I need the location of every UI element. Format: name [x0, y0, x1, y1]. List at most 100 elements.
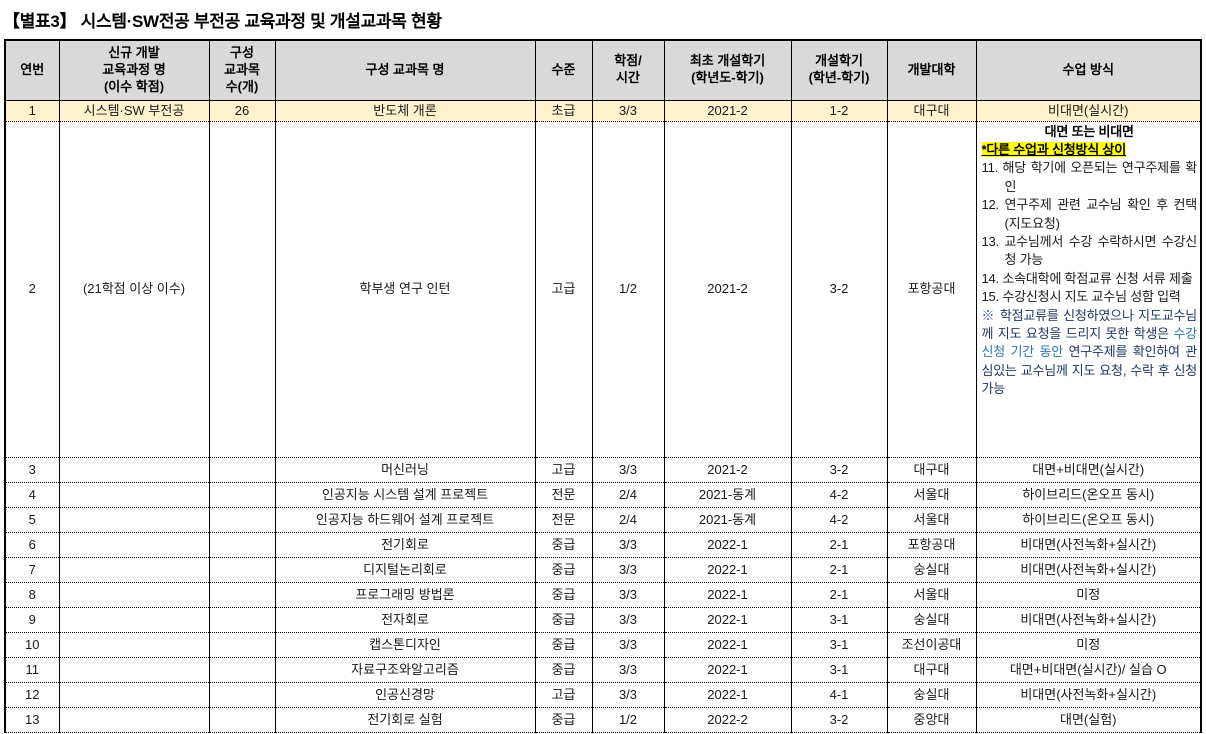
cell-program [58, 631, 210, 657]
cell-level: 전문 [534, 481, 593, 507]
cell-no: 9 [4, 606, 60, 632]
cell-course: 반도체 개론 [274, 99, 536, 121]
cell-course: 전기회로 [274, 531, 536, 557]
cell-method: 비대면(사전녹화+실시간) [975, 556, 1202, 582]
cell-univ: 숭실대 [886, 606, 977, 632]
table-row: 3 머신러닝 고급 3/3 2021-2 3-2 대구대 대면+비대면(실시간) [4, 456, 1202, 482]
cell-program [58, 681, 210, 707]
cell-no: 3 [4, 456, 60, 482]
cell-term: 3-2 [790, 706, 888, 732]
cell-method: 비대면(사전녹화+실시간) [975, 531, 1202, 557]
cell-course: 인공지능 하드웨어 설계 프로젝트 [274, 506, 536, 532]
cell-no: 6 [4, 531, 60, 557]
note-text-emphasis: 수강신청 기간 동안 [981, 325, 1198, 360]
cell-credit: 2/4 [591, 506, 665, 532]
cell-term: 2-1 [790, 531, 888, 557]
cell-count [208, 681, 276, 707]
cell-method: 비대면(사전녹화+실시간) [975, 681, 1202, 707]
table-row: 10 캡스톤디자인 중급 3/3 2022-1 3-1 조선이공대 미정 [4, 631, 1202, 657]
cell-univ: 서울대 [886, 581, 977, 607]
step-number: 15. [981, 289, 1000, 305]
cell-program: 시스템·SW 부전공 [58, 99, 210, 121]
cell-first-term: 2022-2 [663, 706, 792, 732]
cell-program [58, 506, 210, 532]
cell-no: 11 [4, 656, 60, 682]
cell-method: 대면+비대면(실시간) [975, 456, 1202, 482]
cell-level: 초급 [534, 99, 593, 121]
table-row: 6 전기회로 중급 3/3 2022-1 2-1 포항공대 비대면(사전녹화+실… [4, 531, 1202, 557]
table-row: 1 시스템·SW 부전공 26 반도체 개론 초급 3/3 2021-2 1-2… [4, 99, 1202, 121]
cell-credit: 3/3 [591, 681, 665, 707]
col-header-method: 수업 방식 [975, 39, 1202, 101]
cell-count [208, 706, 276, 732]
cell-count [208, 456, 276, 482]
cell-method: 비대면(사전녹화+실시간) [975, 606, 1202, 632]
cell-univ: 대구대 [886, 656, 977, 682]
cell-univ: 조선이공대 [886, 631, 977, 657]
cell-count [208, 606, 276, 632]
cell-term: 3-1 [790, 631, 888, 657]
cell-credit: 3/3 [591, 531, 665, 557]
page-title: 【별표3】 시스템·SW전공 부전공 교육과정 및 개설교과목 현황 [3, 12, 442, 31]
cell-program [58, 581, 210, 607]
cell-count [208, 581, 276, 607]
cell-term: 2-1 [790, 581, 888, 607]
cell-count [208, 631, 276, 657]
cell-credit: 3/3 [591, 631, 665, 657]
cell-method: 하이브리드(온오프 동시) [975, 481, 1202, 507]
step-number: 13. [981, 233, 1000, 249]
cell-term: 4-2 [790, 481, 888, 507]
cell-first-term: 2022-1 [663, 656, 792, 682]
table-row: 7 디지털논리회로 중급 3/3 2022-1 2-1 숭실대 비대면(사전녹화… [4, 556, 1202, 582]
step-text: 연구주제 관련 교수님 확인 후 컨택(지도요청) [1004, 197, 1198, 231]
table-row: 2 (21학점 이상 이수) 학부생 연구 인턴 고급 1/2 2021-2 3… [4, 120, 1202, 457]
col-header-count: 구성 교과목 수(개) [208, 39, 276, 101]
cell-method: 대면(실험) [975, 706, 1202, 732]
cell-course: 프로그래밍 방법론 [274, 581, 536, 607]
cell-count [208, 506, 276, 532]
cell-term: 1-2 [790, 99, 888, 121]
cell-first-term: 2022-1 [663, 556, 792, 582]
cell-level: 중급 [534, 531, 593, 557]
cell-term: 3-1 [790, 606, 888, 632]
curriculum-table: 연번 신규 개발 교육과정 명 (이수 학점) 구성 교과목 수(개) 구성 교… [4, 39, 1202, 733]
cell-count [208, 481, 276, 507]
cell-level: 중급 [534, 606, 593, 632]
method-notice: *다른 수업과 신청방식 상이 [981, 141, 1198, 159]
cell-univ: 서울대 [886, 506, 977, 532]
cell-term: 3-2 [790, 120, 888, 457]
method-headline: 대면 또는 비대면 [1044, 123, 1134, 139]
cell-univ: 포항공대 [886, 120, 977, 457]
method-step: 13. 교수님께서 수강 수락하시면 수강신청 가능 [982, 233, 1198, 270]
cell-program [58, 656, 210, 682]
header-row: 연번 신규 개발 교육과정 명 (이수 학점) 구성 교과목 수(개) 구성 교… [4, 39, 1202, 101]
cell-method: 미정 [975, 631, 1202, 657]
table-row: 4 인공지능 시스템 설계 프로젝트 전문 2/4 2021-동계 4-2 서울… [4, 481, 1202, 507]
cell-course: 머신러닝 [274, 456, 536, 482]
cell-program [58, 706, 210, 732]
cell-first-term: 2022-1 [663, 681, 792, 707]
method-step: 11. 해당 학기에 오픈되는 연구주제를 확인 [982, 159, 1198, 196]
cell-level: 고급 [534, 120, 593, 457]
cell-no: 2 [4, 120, 60, 457]
cell-count [208, 120, 276, 457]
cell-credit: 3/3 [591, 606, 665, 632]
cell-no: 13 [4, 706, 60, 732]
cell-method: 대면 또는 비대면 *다른 수업과 신청방식 상이 11. 해당 학기에 오픈되… [975, 120, 1202, 457]
cell-method: 미정 [975, 581, 1202, 607]
cell-no: 4 [4, 481, 60, 507]
cell-credit: 1/2 [591, 120, 665, 457]
cell-no: 12 [4, 681, 60, 707]
step-number: 11. [981, 160, 999, 176]
step-number: 12. [981, 197, 1000, 213]
step-text: 소속대학에 학점교류 신청 서류 제출 [1002, 270, 1193, 286]
cell-term: 3-1 [790, 656, 888, 682]
cell-first-term: 2021-2 [663, 120, 792, 457]
method-step: 15. 수강신청시 지도 교수님 성함 입력 [982, 288, 1198, 306]
cell-method: 비대면(실시간) [975, 99, 1202, 121]
cell-credit: 3/3 [591, 581, 665, 607]
table-row: 9 전자회로 중급 3/3 2022-1 3-1 숭실대 비대면(사전녹화+실시… [4, 606, 1202, 632]
reference-mark-icon: ※ [981, 307, 996, 323]
col-header-level: 수준 [534, 39, 593, 101]
